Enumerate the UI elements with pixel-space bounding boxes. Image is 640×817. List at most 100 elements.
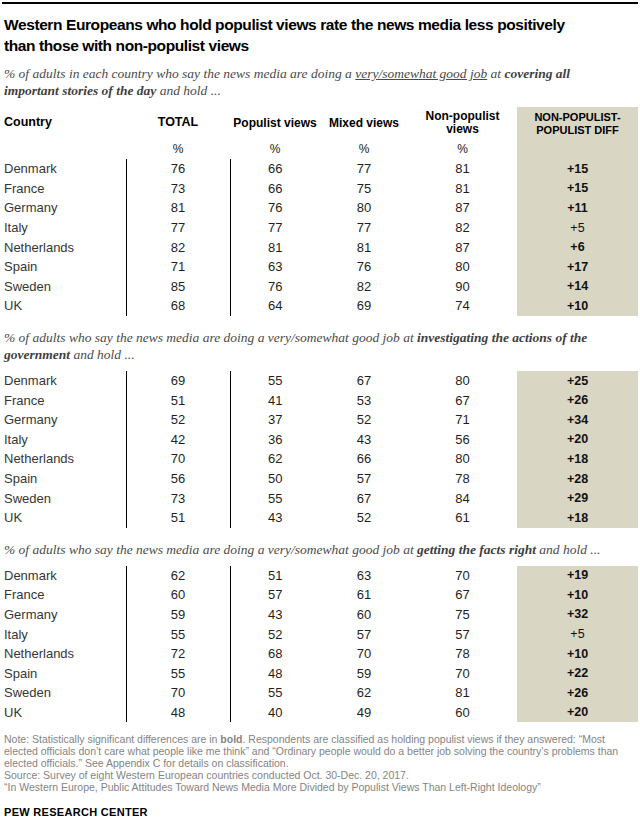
nonpopulist-cell: 78 bbox=[408, 644, 517, 664]
nonpopulist-cell: 57 bbox=[408, 624, 517, 644]
populist-cell: 64 bbox=[230, 296, 320, 316]
diff-cell: +20 bbox=[517, 703, 638, 723]
mixed-cell: 52 bbox=[320, 410, 408, 430]
nonpopulist-cell: 80 bbox=[408, 371, 517, 391]
mixed-cell: 69 bbox=[320, 296, 408, 316]
mixed-cell: 61 bbox=[320, 585, 408, 605]
table-row: UK 68 64 69 74 +10 bbox=[2, 296, 638, 316]
subtitle-text: and hold ... bbox=[70, 347, 135, 362]
diff-cell: +32 bbox=[517, 605, 638, 625]
diff-cell: +34 bbox=[517, 410, 638, 430]
populist-cell: 76 bbox=[230, 198, 320, 218]
nonpopulist-cell: 87 bbox=[408, 198, 517, 218]
header-populist-views: Populist views bbox=[230, 107, 320, 137]
diff-cell: +15 bbox=[517, 159, 638, 179]
populist-cell: 48 bbox=[230, 663, 320, 683]
nonpopulist-cell: 78 bbox=[408, 469, 517, 489]
nonpopulist-cell: 67 bbox=[408, 390, 517, 410]
total-cell: 82 bbox=[126, 237, 230, 257]
data-table-section-1: Country TOTAL Populist views Mixed views… bbox=[2, 107, 639, 316]
table-row: Italy 42 36 43 56 +20 bbox=[2, 430, 638, 450]
mixed-cell: 70 bbox=[320, 644, 408, 664]
data-table-section-3: Denmark 62 51 63 70 +19 France 60 57 61 … bbox=[2, 566, 639, 723]
populist-cell: 57 bbox=[230, 585, 320, 605]
country-cell: Italy bbox=[2, 218, 126, 238]
pew-research-center-wordmark: PEW RESEARCH CENTER bbox=[4, 806, 638, 817]
country-cell: Denmark bbox=[2, 371, 126, 391]
nonpopulist-cell: 75 bbox=[408, 605, 517, 625]
table-row: Germany 81 76 80 87 +11 bbox=[2, 198, 638, 218]
country-cell: UK bbox=[2, 703, 126, 723]
header-total: TOTAL bbox=[126, 107, 230, 137]
nonpopulist-cell: 81 bbox=[408, 159, 517, 179]
percent-row: % % % % bbox=[2, 137, 638, 159]
populist-cell: 66 bbox=[230, 159, 320, 179]
country-cell: Netherlands bbox=[2, 237, 126, 257]
populist-cell: 77 bbox=[230, 218, 320, 238]
country-cell: Germany bbox=[2, 605, 126, 625]
nonpopulist-cell: 70 bbox=[408, 663, 517, 683]
table-row: Spain 56 50 57 78 +28 bbox=[2, 469, 638, 489]
populist-cell: 76 bbox=[230, 277, 320, 297]
total-cell: 42 bbox=[126, 430, 230, 450]
populist-cell: 68 bbox=[230, 644, 320, 664]
table-row: UK 48 40 49 60 +20 bbox=[2, 703, 638, 723]
table-row: Denmark 76 66 77 81 +15 bbox=[2, 159, 638, 179]
total-cell: 73 bbox=[126, 488, 230, 508]
diff-cell: +18 bbox=[517, 449, 638, 469]
subtitle-text: % of adults in each country who say the … bbox=[4, 66, 355, 81]
mixed-cell: 49 bbox=[320, 703, 408, 723]
total-cell: 56 bbox=[126, 469, 230, 489]
total-cell: 52 bbox=[126, 410, 230, 430]
header-country: Country bbox=[2, 107, 126, 137]
populist-cell: 52 bbox=[230, 624, 320, 644]
diff-cell: +18 bbox=[517, 508, 638, 528]
populist-cell: 40 bbox=[230, 703, 320, 723]
country-cell: Germany bbox=[2, 410, 126, 430]
table-row: Denmark 69 55 67 80 +25 bbox=[2, 371, 638, 391]
table-row: Denmark 62 51 63 70 +19 bbox=[2, 566, 638, 586]
country-cell: Spain bbox=[2, 663, 126, 683]
diff-cell: +29 bbox=[517, 488, 638, 508]
note-bold-word: bold bbox=[220, 733, 242, 745]
top-rule bbox=[2, 2, 638, 4]
table-row: Netherlands 72 68 70 78 +10 bbox=[2, 644, 638, 664]
chart-container: Western Europeans who hold populist view… bbox=[0, 2, 640, 817]
mixed-cell: 77 bbox=[320, 159, 408, 179]
populist-cell: 62 bbox=[230, 449, 320, 469]
country-cell: UK bbox=[2, 508, 126, 528]
table-row: Netherlands 82 81 81 87 +6 bbox=[2, 237, 638, 257]
nonpopulist-cell: 80 bbox=[408, 257, 517, 277]
table-row: Spain 55 48 59 70 +22 bbox=[2, 663, 638, 683]
total-cell: 59 bbox=[126, 605, 230, 625]
percent-symbol: % bbox=[230, 137, 320, 159]
table-row: Germany 52 37 52 71 +34 bbox=[2, 410, 638, 430]
total-cell: 55 bbox=[126, 663, 230, 683]
nonpopulist-cell: 61 bbox=[408, 508, 517, 528]
mixed-cell: 66 bbox=[320, 449, 408, 469]
header-row: Country TOTAL Populist views Mixed views… bbox=[2, 107, 638, 137]
report-title-text: “In Western Europe, Public Attitudes Tow… bbox=[4, 781, 638, 793]
populist-cell: 63 bbox=[230, 257, 320, 277]
nonpopulist-cell: 74 bbox=[408, 296, 517, 316]
nonpopulist-cell: 60 bbox=[408, 703, 517, 723]
mixed-cell: 43 bbox=[320, 430, 408, 450]
country-cell: Sweden bbox=[2, 277, 126, 297]
populist-cell: 43 bbox=[230, 508, 320, 528]
country-cell: Germany bbox=[2, 198, 126, 218]
nonpopulist-cell: 56 bbox=[408, 430, 517, 450]
header-mixed-views: Mixed views bbox=[320, 107, 408, 137]
mixed-cell: 52 bbox=[320, 508, 408, 528]
percent-symbol: % bbox=[126, 137, 230, 159]
mixed-cell: 75 bbox=[320, 179, 408, 199]
country-cell: Sweden bbox=[2, 683, 126, 703]
nonpopulist-cell: 70 bbox=[408, 566, 517, 586]
total-cell: 81 bbox=[126, 198, 230, 218]
diff-cell: +10 bbox=[517, 296, 638, 316]
total-cell: 55 bbox=[126, 624, 230, 644]
header-diff: NON-POPULIST-POPULIST DIFF bbox=[517, 107, 638, 137]
table-row: Spain 71 63 76 80 +17 bbox=[2, 257, 638, 277]
subtitle-underlined-text: very/somewhat good job bbox=[355, 66, 487, 81]
total-cell: 72 bbox=[126, 644, 230, 664]
populist-cell: 66 bbox=[230, 179, 320, 199]
